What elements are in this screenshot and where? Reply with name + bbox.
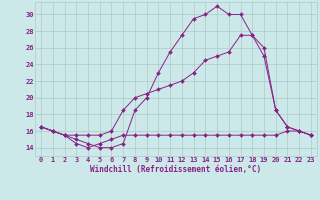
- X-axis label: Windchill (Refroidissement éolien,°C): Windchill (Refroidissement éolien,°C): [91, 165, 261, 174]
